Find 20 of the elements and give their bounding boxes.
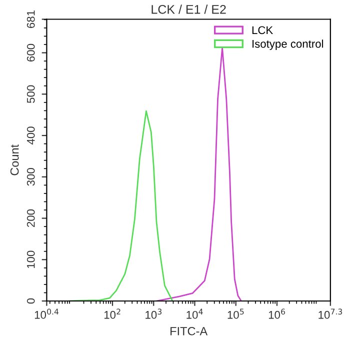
x-tick-label: 10$^{5}$ [228, 308, 244, 319]
legend-label: LCK [252, 26, 273, 34]
y-tick-label: 200 [26, 209, 35, 227]
x-tick-label: 10$^{2}$ [104, 308, 120, 319]
y-tick-label: 0 [26, 298, 35, 304]
y-tick-label: 681 [26, 10, 35, 28]
x-tick-label: 10$^{4}$ [186, 308, 203, 319]
chart-title: LCK / E1 / E2 [152, 4, 226, 14]
y-tick-label: 400 [26, 126, 35, 145]
x-tick-label: 10$^{7.3}$ [318, 308, 342, 319]
x-tick-label: 10$^{3}$ [146, 308, 162, 319]
x-axis-title: FITC-A [170, 326, 208, 336]
y-tick-label: 100 [26, 250, 35, 268]
x-tick-label: 10$^{6}$ [268, 308, 286, 319]
y-axis-title: Count [10, 144, 19, 176]
x-tick-label: 10$^{0.4}$ [34, 308, 58, 319]
y-tick-label: 300 [26, 168, 35, 186]
legend-label: Isotype control [252, 40, 324, 50]
y-tick-label: 600 [26, 44, 35, 62]
y-tick-label: 500 [26, 85, 35, 103]
